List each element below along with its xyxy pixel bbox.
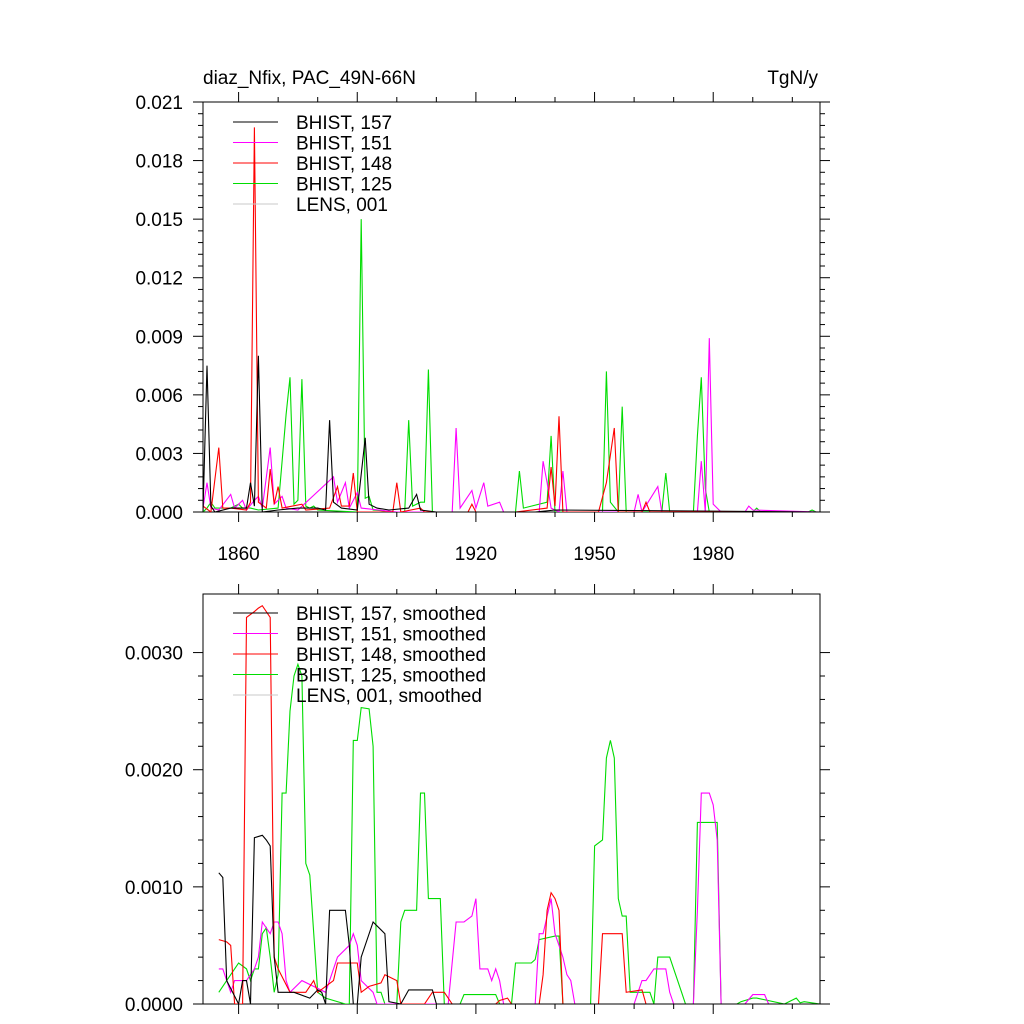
legend-entry: BHIST, 148, smoothed xyxy=(296,645,486,666)
legend-entry: BHIST, 151 xyxy=(296,134,392,155)
y-tick-label: 0.003 xyxy=(135,444,183,465)
y-tick-label: 0.018 xyxy=(135,152,183,173)
series-line-4 xyxy=(218,662,820,1004)
legend-entry: BHIST, 151, smoothed xyxy=(296,625,486,646)
series-line-3 xyxy=(203,127,820,512)
legend-entry: LENS, 001 xyxy=(296,195,388,216)
legend-entry: LENS, 001, smoothed xyxy=(296,686,482,707)
y-tick-label: 0.021 xyxy=(135,93,183,114)
y-tick-label: 0.012 xyxy=(135,269,183,290)
series-line-4 xyxy=(203,219,820,512)
x-tick-label: 1920 xyxy=(455,544,497,565)
x-tick-label: 1980 xyxy=(692,544,734,565)
legend-entry: BHIST, 125 xyxy=(296,175,392,196)
series-line-3 xyxy=(218,604,820,1004)
y-tick-label: 0.0010 xyxy=(125,878,183,899)
y-tick-label: 0.006 xyxy=(135,386,183,407)
legend-entry: BHIST, 157 xyxy=(296,113,392,134)
series-line-2 xyxy=(218,792,820,1004)
x-tick-label: 1950 xyxy=(573,544,615,565)
y-tick-label: 0.0030 xyxy=(125,644,183,665)
x-tick-label: 1860 xyxy=(217,544,259,565)
y-tick-label: 0.015 xyxy=(135,210,183,231)
y-tick-label: 0.0000 xyxy=(125,995,183,1016)
legend-entry: BHIST, 148 xyxy=(296,154,392,175)
series-line-1 xyxy=(218,834,820,1004)
series-line-2 xyxy=(203,338,820,512)
chart-units: TgN/y xyxy=(767,68,818,89)
series-line-1 xyxy=(203,355,820,512)
y-tick-label: 0.009 xyxy=(135,327,183,348)
y-tick-label: 0.0020 xyxy=(125,761,183,782)
chart-panel-1: diaz_Nfix, PAC_49N-66N TgN/y 0.000 0.003 0.0… xyxy=(135,68,830,565)
legend-entry: BHIST, 157, smoothed xyxy=(296,604,486,625)
y-tick-label: 0.000 xyxy=(135,503,183,524)
x-tick-label: 1890 xyxy=(336,544,378,565)
chart-panel-2: 0.0000 0.0010 0.0020 0.0030 BHIST, 157, smoo… xyxy=(125,584,830,1016)
legend-entry: BHIST, 125, smoothed xyxy=(296,666,486,687)
chart-title: diaz_Nfix, PAC_49N-66N xyxy=(203,68,416,89)
